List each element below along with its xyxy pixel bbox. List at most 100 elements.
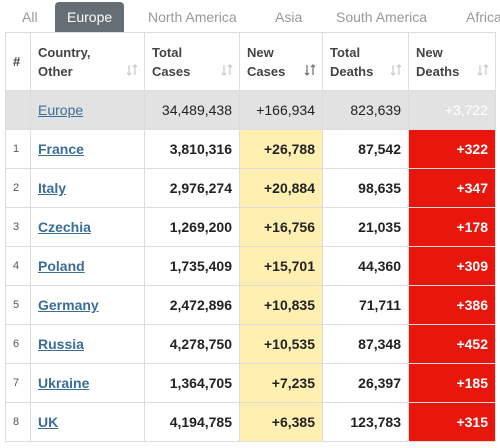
total-deaths-cell: 26,397 xyxy=(322,363,409,403)
country-row: 4 Poland 1,735,409 +15,701 44,360 +309 xyxy=(5,246,496,286)
total-deaths-cell: 44,360 xyxy=(322,246,409,286)
rank-cell: 8 xyxy=(5,402,31,442)
total-deaths-cell: 21,035 xyxy=(322,207,409,247)
country-link[interactable]: Czechia xyxy=(38,219,91,235)
column-header: Country, Other xyxy=(30,32,145,91)
new-cases-cell: +10,535 xyxy=(239,324,323,364)
country-link[interactable]: Italy xyxy=(38,180,67,196)
rank-cell: 7 xyxy=(5,363,31,403)
region-tab[interactable]: North America xyxy=(148,9,237,25)
column-header: New Deaths xyxy=(408,32,496,91)
new-deaths-cell: +347 xyxy=(408,168,496,208)
total-cases-cell: 2,472,896 xyxy=(144,285,240,325)
region-tab[interactable]: Europe xyxy=(55,2,125,32)
country-cell: Germany xyxy=(30,285,145,325)
country-link[interactable]: Ukraine xyxy=(38,375,90,391)
new-deaths-cell: +322 xyxy=(408,129,496,169)
country-cell: France xyxy=(30,129,145,169)
total-cases-cell: 4,278,750 xyxy=(144,324,240,364)
new-cases-cell: +26,788 xyxy=(239,129,323,169)
total-deaths-cell: 823,639 xyxy=(322,90,409,130)
column-header: New Cases xyxy=(239,32,323,91)
column-header: Total Deaths xyxy=(322,32,409,91)
region-tab[interactable]: All xyxy=(22,9,38,25)
new-cases-cell: +7,235 xyxy=(239,363,323,403)
total-row: Europe 34,489,438 +166,934 823,639 +3,722 xyxy=(5,90,496,130)
total-deaths-cell: 87,542 xyxy=(322,129,409,169)
total-cases-cell: 3,810,316 xyxy=(144,129,240,169)
total-deaths-cell: 123,783 xyxy=(322,402,409,442)
total-cases-cell: 1,269,200 xyxy=(144,207,240,247)
country-cell: Poland xyxy=(30,246,145,286)
header-text: Total Cases xyxy=(152,44,191,79)
new-deaths-cell: +386 xyxy=(408,285,496,325)
column-header: Total Cases xyxy=(144,32,240,91)
data-table: # Country, Other Total Cases New Cases Total… xyxy=(5,32,496,442)
header-text: # xyxy=(13,54,21,69)
new-cases-cell: +16,756 xyxy=(239,207,323,247)
rank-cell: 2 xyxy=(5,168,31,208)
sort-icon[interactable] xyxy=(221,64,233,76)
sort-icon[interactable] xyxy=(304,64,316,76)
rank-cell: 5 xyxy=(5,285,31,325)
country-link[interactable]: Germany xyxy=(38,297,99,313)
header-text: New Cases xyxy=(247,44,286,79)
total-cases-cell: 34,489,438 xyxy=(144,90,240,130)
total-deaths-cell: 87,348 xyxy=(322,324,409,364)
region-name: Europe xyxy=(38,102,84,118)
new-cases-cell: +166,934 xyxy=(239,90,323,130)
country-cell: Italy xyxy=(30,168,145,208)
country-cell: Ukraine xyxy=(30,363,145,403)
header-text: Total Deaths xyxy=(330,44,374,79)
header-row: # Country, Other Total Cases New Cases Total… xyxy=(5,32,496,91)
country-cell: Russia xyxy=(30,324,145,364)
new-cases-cell: +6,385 xyxy=(239,402,323,442)
total-cases-cell: 2,976,274 xyxy=(144,168,240,208)
country-row: 5 Germany 2,472,896 +10,835 71,711 +386 xyxy=(5,285,496,325)
country-row: 3 Czechia 1,269,200 +16,756 21,035 +178 xyxy=(5,207,496,247)
country-row: 8 UK 4,194,785 +6,385 123,783 +315 xyxy=(5,402,496,442)
header-text: New Deaths xyxy=(416,44,460,79)
rank-cell: 4 xyxy=(5,246,31,286)
total-deaths-cell: 71,711 xyxy=(322,285,409,325)
country-link[interactable]: Poland xyxy=(38,258,85,274)
total-cases-cell: 1,735,409 xyxy=(144,246,240,286)
new-deaths-cell: +309 xyxy=(408,246,496,286)
total-cases-cell: 4,194,785 xyxy=(144,402,240,442)
sort-icon[interactable] xyxy=(390,64,402,76)
country-row: 7 Ukraine 1,364,705 +7,235 26,397 +185 xyxy=(5,363,496,403)
country-cell: Europe xyxy=(30,90,145,130)
rank-cell xyxy=(5,90,31,130)
total-cases-cell: 1,364,705 xyxy=(144,363,240,403)
new-deaths-cell: +178 xyxy=(408,207,496,247)
country-row: 1 France 3,810,316 +26,788 87,542 +322 xyxy=(5,129,496,169)
sort-icon[interactable] xyxy=(477,64,489,76)
new-deaths-cell: +3,722 xyxy=(408,90,496,130)
header-text: Country, Other xyxy=(38,44,91,79)
column-header: # xyxy=(5,32,31,91)
rank-cell: 1 xyxy=(5,129,31,169)
country-cell: Czechia xyxy=(30,207,145,247)
new-deaths-cell: +185 xyxy=(408,363,496,403)
table-body: Europe 34,489,438 +166,934 823,639 +3,722 1 Fr… xyxy=(5,90,496,442)
sort-icon[interactable] xyxy=(126,64,138,76)
total-deaths-cell: 98,635 xyxy=(322,168,409,208)
country-row: 6 Russia 4,278,750 +10,535 87,348 +452 xyxy=(5,324,496,364)
country-link[interactable]: UK xyxy=(38,414,59,430)
new-cases-cell: +15,701 xyxy=(239,246,323,286)
region-tab[interactable]: Asia xyxy=(275,9,303,25)
region-tabs: All Europe North America Asia South America A… xyxy=(0,0,500,32)
country-link[interactable]: Russia xyxy=(38,336,84,352)
country-cell: UK xyxy=(30,402,145,442)
new-deaths-cell: +452 xyxy=(408,324,496,364)
country-row: 2 Italy 2,976,274 +20,884 98,635 +347 xyxy=(5,168,496,208)
rank-cell: 6 xyxy=(5,324,31,364)
rank-cell: 3 xyxy=(5,207,31,247)
new-cases-cell: +10,835 xyxy=(239,285,323,325)
new-deaths-cell: +315 xyxy=(408,402,496,442)
country-link[interactable]: France xyxy=(38,141,84,157)
region-tab[interactable]: Africa xyxy=(466,9,500,25)
region-tab[interactable]: South America xyxy=(336,9,428,25)
